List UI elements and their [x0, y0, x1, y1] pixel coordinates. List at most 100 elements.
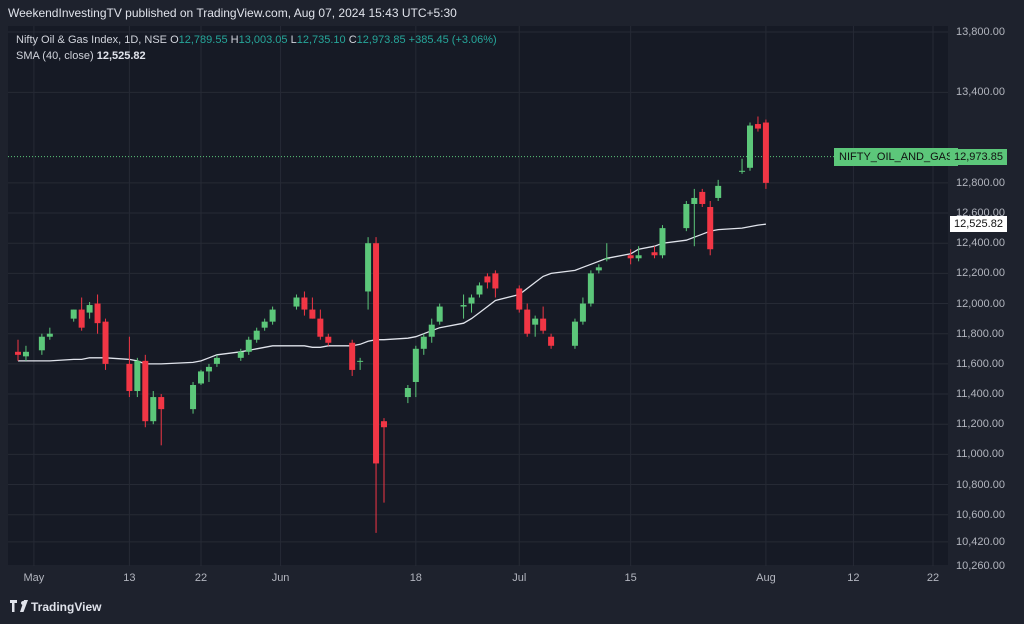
candle [460, 294, 467, 319]
price-tick-label: 12,800.00 [956, 176, 1005, 189]
candle-body [524, 309, 531, 334]
candle [747, 122, 753, 171]
candle-body [635, 255, 642, 259]
candle-body [691, 197, 698, 204]
candle-body [309, 309, 316, 319]
candle [317, 309, 324, 340]
time-tick-label: Jul [512, 572, 527, 584]
candle-body [205, 366, 212, 372]
time-tick-label: Jun [271, 572, 290, 584]
candle [436, 303, 443, 325]
chart-area[interactable] [8, 26, 948, 566]
candle [707, 200, 714, 256]
candle [484, 273, 491, 289]
candle-body [301, 297, 308, 310]
candle-body [492, 273, 499, 289]
candle [269, 306, 276, 325]
candle [603, 243, 610, 262]
candle [739, 158, 746, 174]
sma-price-badge: 12,525.82 [950, 216, 1007, 233]
candle [198, 369, 204, 385]
price-axis[interactable]: 13,800.00 13,400.00 12,800.00 12,600.00 12,4… [948, 26, 1024, 572]
time-tick-label: May [23, 572, 45, 584]
candle-body [420, 336, 427, 349]
candle-body [579, 303, 586, 322]
candle [237, 348, 244, 361]
time-tick-label: Aug [756, 572, 776, 584]
candle [301, 291, 308, 316]
candle-body [436, 306, 443, 322]
candle-body [38, 336, 45, 351]
candle [532, 315, 539, 337]
candle-body [86, 305, 93, 313]
candle [46, 327, 53, 340]
candle [102, 318, 109, 370]
candlestick-chart[interactable] [8, 26, 948, 566]
candle [627, 249, 634, 265]
candle [468, 294, 475, 313]
candle-body [261, 321, 268, 328]
candle-body [707, 207, 714, 250]
candle [699, 188, 706, 208]
candle-body [22, 351, 29, 357]
candle-body [516, 288, 523, 310]
candle-body [587, 273, 594, 304]
candle-body [325, 336, 332, 343]
candle [261, 318, 268, 331]
candle-body [158, 397, 165, 410]
price-tick-label: 12,000.00 [956, 297, 1005, 310]
sma-line [18, 223, 766, 365]
candle [476, 282, 483, 298]
candle [245, 336, 252, 355]
price-tick-label: 11,200.00 [956, 418, 1005, 431]
candle-body [269, 309, 276, 322]
candle-body [659, 228, 666, 256]
candle [420, 333, 427, 355]
legend-sma-row: SMA (40, close) 12,525.82 [16, 48, 497, 64]
candle-body [245, 339, 252, 352]
price-tick-label: 13,800.00 [956, 26, 1005, 39]
candle [492, 270, 499, 298]
candle [357, 357, 364, 370]
candle-body [293, 297, 300, 307]
tradingview-logo[interactable]: TradingView [10, 600, 101, 614]
symbol-name[interactable]: Nifty Oil & Gas Index, 1D, NSE [16, 34, 167, 46]
candle [309, 297, 316, 319]
candle [150, 391, 157, 425]
candle-body [253, 330, 260, 340]
time-tick-label: 12 [847, 572, 860, 584]
candle [126, 336, 133, 398]
last-price-badge: 12,973.85 [950, 148, 1007, 165]
candle-body [683, 203, 690, 229]
price-tick-label: 10,420.00 [956, 535, 1005, 548]
candle [158, 394, 165, 446]
close-label: C [348, 34, 357, 46]
footer: TradingView [0, 590, 1024, 624]
candle [213, 354, 220, 367]
time-tick-label: 13 [123, 572, 136, 584]
price-tick-label: 12,400.00 [956, 237, 1005, 250]
candle-body [213, 357, 220, 364]
time-tick-label: 22 [194, 572, 208, 584]
candle-body [150, 397, 157, 422]
sma-label[interactable]: SMA (40, close) [16, 50, 94, 62]
candle [659, 225, 666, 259]
price-tick-label: 12,600.00 [956, 207, 1005, 220]
price-tick-label: 12,200.00 [956, 267, 1005, 280]
candle-body [476, 285, 483, 295]
candle-body [595, 267, 602, 271]
time-tick-label: 18 [409, 572, 422, 584]
candle-body [381, 421, 387, 428]
candle-body [237, 351, 244, 358]
price-tick-label: 13,400.00 [956, 86, 1005, 99]
time-axis[interactable]: May 13 22 Jun 18 Jul 15 Aug 12 22 [8, 566, 948, 590]
candle-body [46, 333, 53, 337]
candle [548, 333, 555, 349]
candle-body [762, 122, 769, 183]
candle-body [627, 255, 634, 259]
candle [134, 357, 141, 398]
candle-body [412, 348, 419, 382]
candle-body [484, 276, 491, 283]
candle [651, 246, 658, 259]
candle-body [548, 336, 555, 346]
